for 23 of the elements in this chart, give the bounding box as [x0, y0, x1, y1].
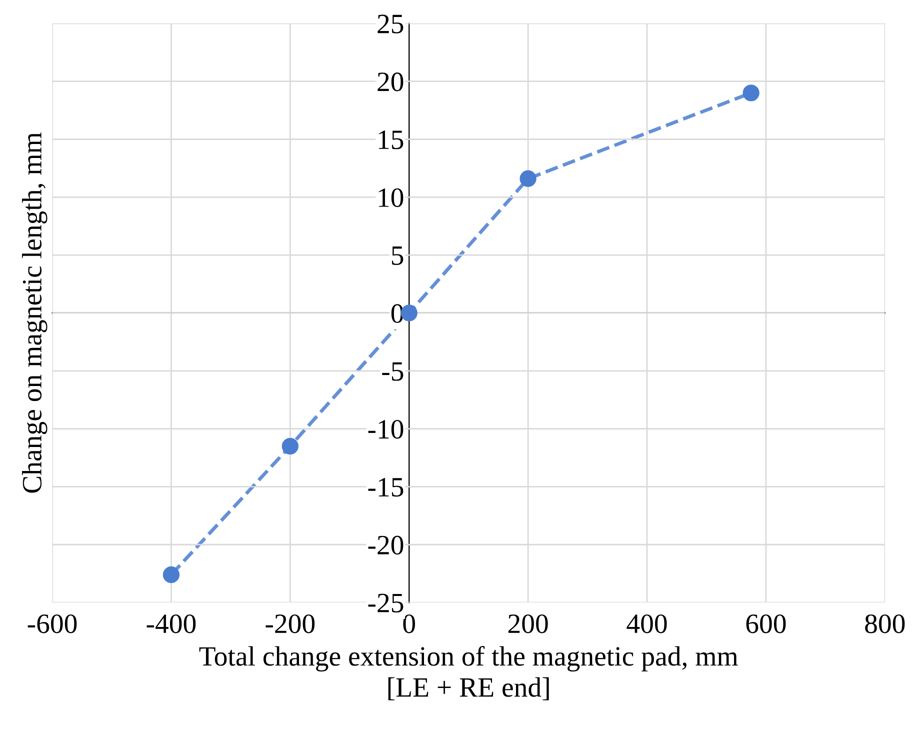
- y-tick-label: 20: [378, 72, 404, 92]
- point: [162, 566, 180, 584]
- y-tick-label: -10: [368, 420, 404, 439]
- x-tick-label: -200: [266, 614, 315, 634]
- x-axis-title: Total change extension of the magnetic pad, mm [LE + RE end]: [199, 646, 738, 700]
- y-tick-label: 10: [378, 188, 404, 208]
- x-tick-label: 600: [746, 614, 786, 634]
- y-tick-label: 5: [392, 246, 404, 265]
- y-tick-label: -25: [368, 594, 404, 612]
- x-tick-label: 400: [626, 614, 667, 634]
- y-tick-label: -15: [368, 478, 404, 497]
- y-tick-label: 15: [378, 130, 404, 150]
- y-axis-title: Change on magnetic length, mm: [22, 132, 48, 493]
- y-tick-label: -20: [368, 536, 404, 555]
- x-tick-label: 200: [508, 614, 548, 634]
- point: [520, 170, 536, 187]
- point: [742, 84, 760, 102]
- x-tick-label: 800: [865, 614, 905, 634]
- x-tick-label: -400: [146, 614, 196, 634]
- x-tick-label: -600: [28, 614, 77, 634]
- y-tick-label: 25: [378, 14, 404, 34]
- point: [282, 438, 298, 455]
- y-tick-label: -5: [382, 362, 404, 381]
